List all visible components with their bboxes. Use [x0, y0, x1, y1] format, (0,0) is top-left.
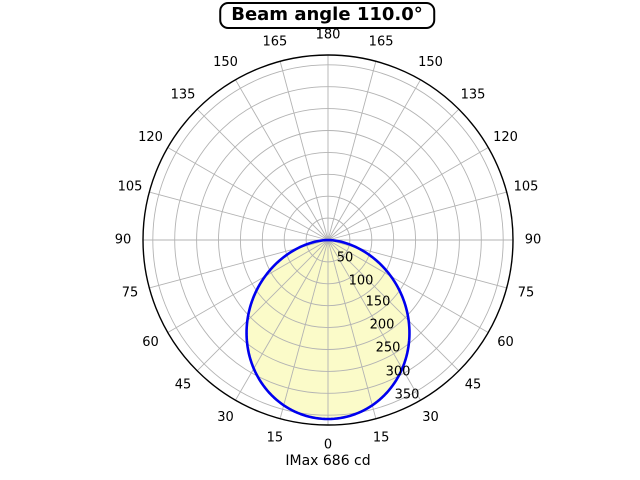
grid-spoke — [279, 239, 329, 419]
angle-tick-label: 120 — [138, 130, 163, 145]
grid-spoke — [235, 239, 329, 401]
radial-tick-label: 350 — [395, 388, 420, 403]
angle-tick-label: 105 — [118, 179, 143, 194]
radial-tick-label: 100 — [349, 274, 374, 289]
angle-tick-label: 15 — [267, 431, 284, 446]
radial-tick-label: 250 — [376, 341, 401, 356]
grid-spoke — [196, 239, 329, 372]
grid-spoke — [327, 239, 421, 401]
imax-label: IMax 686 cd — [285, 453, 371, 469]
radial-tick-label: 200 — [370, 318, 395, 333]
grid-spoke — [167, 239, 329, 333]
grid-spoke — [327, 108, 460, 241]
grid-spoke — [327, 191, 507, 241]
angle-tick-label: 135 — [461, 88, 486, 103]
angle-tick-label: 90 — [525, 233, 542, 248]
radial-tick-label: 300 — [386, 365, 411, 380]
angle-tick-label: 75 — [122, 286, 139, 301]
chart-title: Beam angle 110.0° — [219, 2, 435, 29]
beam-outline — [245, 238, 411, 421]
grid-spoke — [327, 79, 421, 241]
outer-circle — [142, 54, 514, 426]
angle-tick-label: 180 — [316, 28, 341, 43]
grid-spoke — [327, 61, 377, 241]
angle-tick-label: 90 — [115, 233, 132, 248]
angle-tick-label: 60 — [142, 335, 159, 350]
grid-spoke — [149, 191, 329, 241]
grid-spoke — [279, 61, 329, 241]
grid-spoke — [167, 147, 329, 241]
grid-spoke — [196, 108, 329, 241]
grid-spoke — [327, 147, 489, 241]
angle-tick-label: 30 — [422, 410, 439, 425]
angle-tick-label: 135 — [171, 88, 196, 103]
angle-tick-label: 45 — [465, 378, 482, 393]
radial-tick-label: 50 — [337, 251, 354, 266]
grid-spoke — [327, 239, 377, 419]
grid-spoke — [235, 79, 329, 241]
angle-tick-label: 75 — [518, 286, 535, 301]
angle-tick-label: 105 — [514, 179, 539, 194]
angle-tick-label: 165 — [262, 35, 287, 50]
angle-tick-label: 150 — [213, 55, 238, 70]
angle-tick-label: 0 — [324, 438, 332, 453]
angle-tick-label: 45 — [175, 378, 192, 393]
angle-tick-label: 15 — [373, 431, 390, 446]
angle-tick-label: 30 — [217, 410, 234, 425]
grid-spoke — [327, 239, 489, 333]
angle-tick-label: 120 — [493, 130, 518, 145]
radial-tick-label: 150 — [366, 295, 391, 310]
angle-tick-label: 150 — [418, 55, 443, 70]
angle-tick-label: 165 — [369, 35, 394, 50]
grid-spoke — [327, 239, 460, 372]
angle-tick-label: 60 — [497, 335, 514, 350]
